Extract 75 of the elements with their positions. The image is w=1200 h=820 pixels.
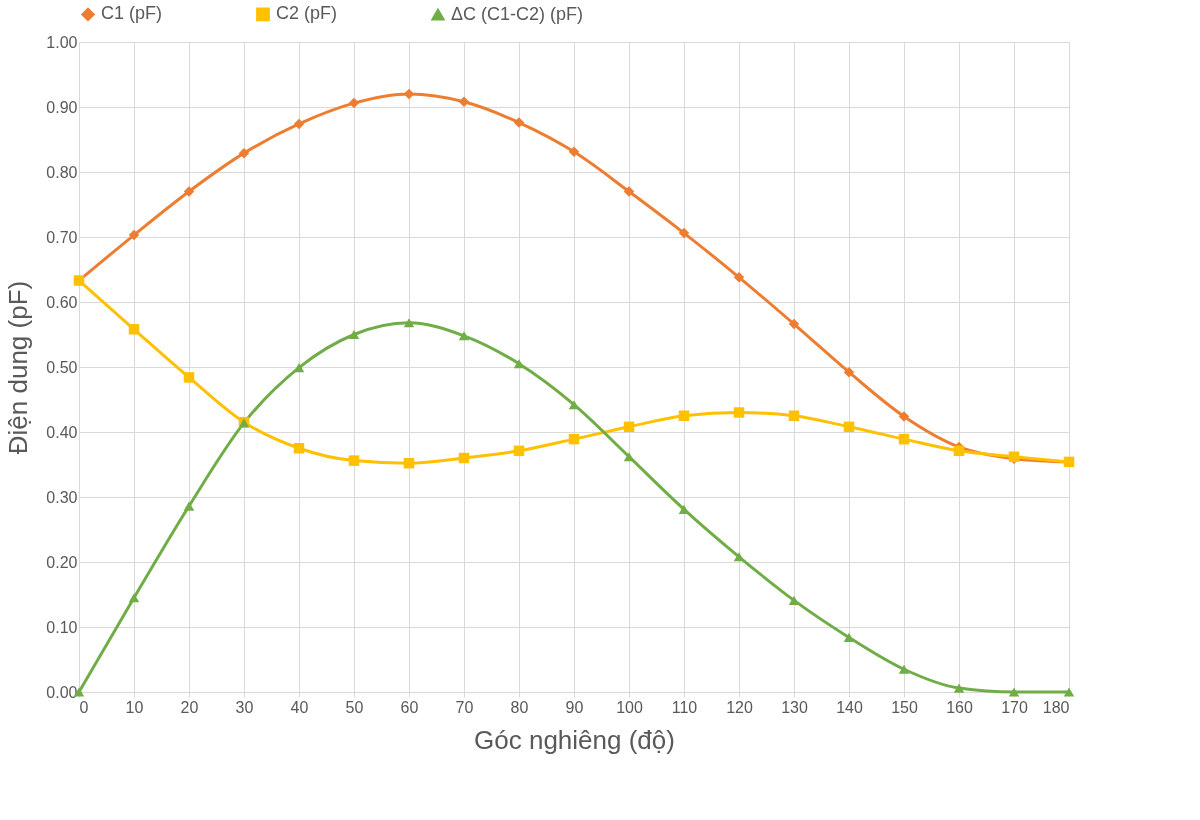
point bbox=[238, 147, 250, 159]
x-tick-label: 130 bbox=[781, 698, 808, 716]
point bbox=[513, 117, 525, 128]
point bbox=[898, 411, 910, 422]
x-tick-label: 90 bbox=[565, 698, 584, 716]
x-tick-label: 40 bbox=[290, 698, 309, 716]
x-tick-label: 0 bbox=[79, 698, 89, 716]
x-tick-label: 100 bbox=[616, 698, 643, 716]
point bbox=[678, 410, 690, 421]
point bbox=[623, 186, 635, 197]
point bbox=[843, 421, 855, 433]
point bbox=[513, 445, 525, 457]
x-tick-label: 20 bbox=[180, 698, 199, 716]
point bbox=[843, 366, 855, 378]
legend-label: C2 (pF) bbox=[276, 3, 338, 24]
x-tick-label: 120 bbox=[726, 698, 753, 716]
x-tick-label: 30 bbox=[235, 698, 254, 716]
x-tick-label: 110 bbox=[671, 698, 698, 716]
point bbox=[458, 452, 470, 464]
point bbox=[843, 632, 855, 642]
y-tick-label: 1.00 bbox=[46, 33, 78, 51]
x-tick-label: 80 bbox=[510, 698, 529, 716]
point bbox=[623, 421, 635, 433]
point bbox=[1063, 687, 1075, 697]
point bbox=[733, 272, 745, 283]
point bbox=[788, 410, 800, 421]
point bbox=[568, 433, 580, 445]
x-tick-label: 70 bbox=[455, 698, 474, 716]
x-tick-label: 170 bbox=[1001, 698, 1028, 716]
point bbox=[513, 359, 525, 369]
x-tick-label: 60 bbox=[400, 698, 419, 716]
point bbox=[953, 445, 965, 457]
point bbox=[128, 593, 140, 603]
point bbox=[733, 407, 745, 418]
x-axis-title: Góc nghiêng (độ) bbox=[474, 724, 675, 755]
x-tick-label: 180 bbox=[1042, 698, 1070, 716]
point bbox=[898, 664, 910, 674]
point bbox=[458, 331, 470, 341]
point bbox=[293, 443, 305, 454]
point bbox=[898, 433, 910, 445]
y-tick-label: 0.10 bbox=[46, 618, 78, 636]
point bbox=[458, 96, 470, 108]
point bbox=[128, 324, 140, 335]
x-tick-label: 50 bbox=[345, 698, 364, 716]
point bbox=[348, 455, 360, 466]
y-tick-label: 0.70 bbox=[46, 228, 78, 246]
y-tick-label: 0.50 bbox=[46, 358, 78, 376]
point bbox=[183, 186, 195, 197]
point bbox=[348, 97, 360, 109]
y-tick-label: 0.80 bbox=[46, 163, 78, 181]
point bbox=[403, 457, 415, 469]
x-tick-label: 150 bbox=[891, 698, 918, 716]
x-tick-label: 140 bbox=[836, 698, 863, 716]
y-tick-label: 0.20 bbox=[46, 553, 78, 571]
x-tick-label: 10 bbox=[125, 698, 144, 716]
x-tick-label: 160 bbox=[946, 698, 973, 716]
point bbox=[788, 318, 800, 330]
point bbox=[1008, 687, 1020, 697]
y-tick-label: 0.40 bbox=[46, 423, 78, 441]
point bbox=[403, 318, 415, 328]
y-tick-label: 0.00 bbox=[46, 683, 78, 701]
point bbox=[348, 329, 360, 340]
y-tick-label: 0.90 bbox=[46, 98, 78, 116]
point bbox=[293, 118, 305, 130]
point bbox=[678, 227, 690, 239]
y-axis-title: Điện dung (pF) bbox=[3, 280, 34, 455]
point bbox=[128, 229, 140, 241]
point bbox=[953, 683, 965, 693]
point bbox=[183, 372, 195, 383]
legend-label: ΔC (C1-C2) (pF) bbox=[451, 3, 584, 24]
point bbox=[568, 146, 580, 158]
point bbox=[183, 501, 195, 511]
legend-label: C1 (pF) bbox=[101, 3, 163, 24]
y-tick-label: 0.30 bbox=[46, 488, 78, 506]
y-tick-label: 0.60 bbox=[46, 293, 78, 311]
